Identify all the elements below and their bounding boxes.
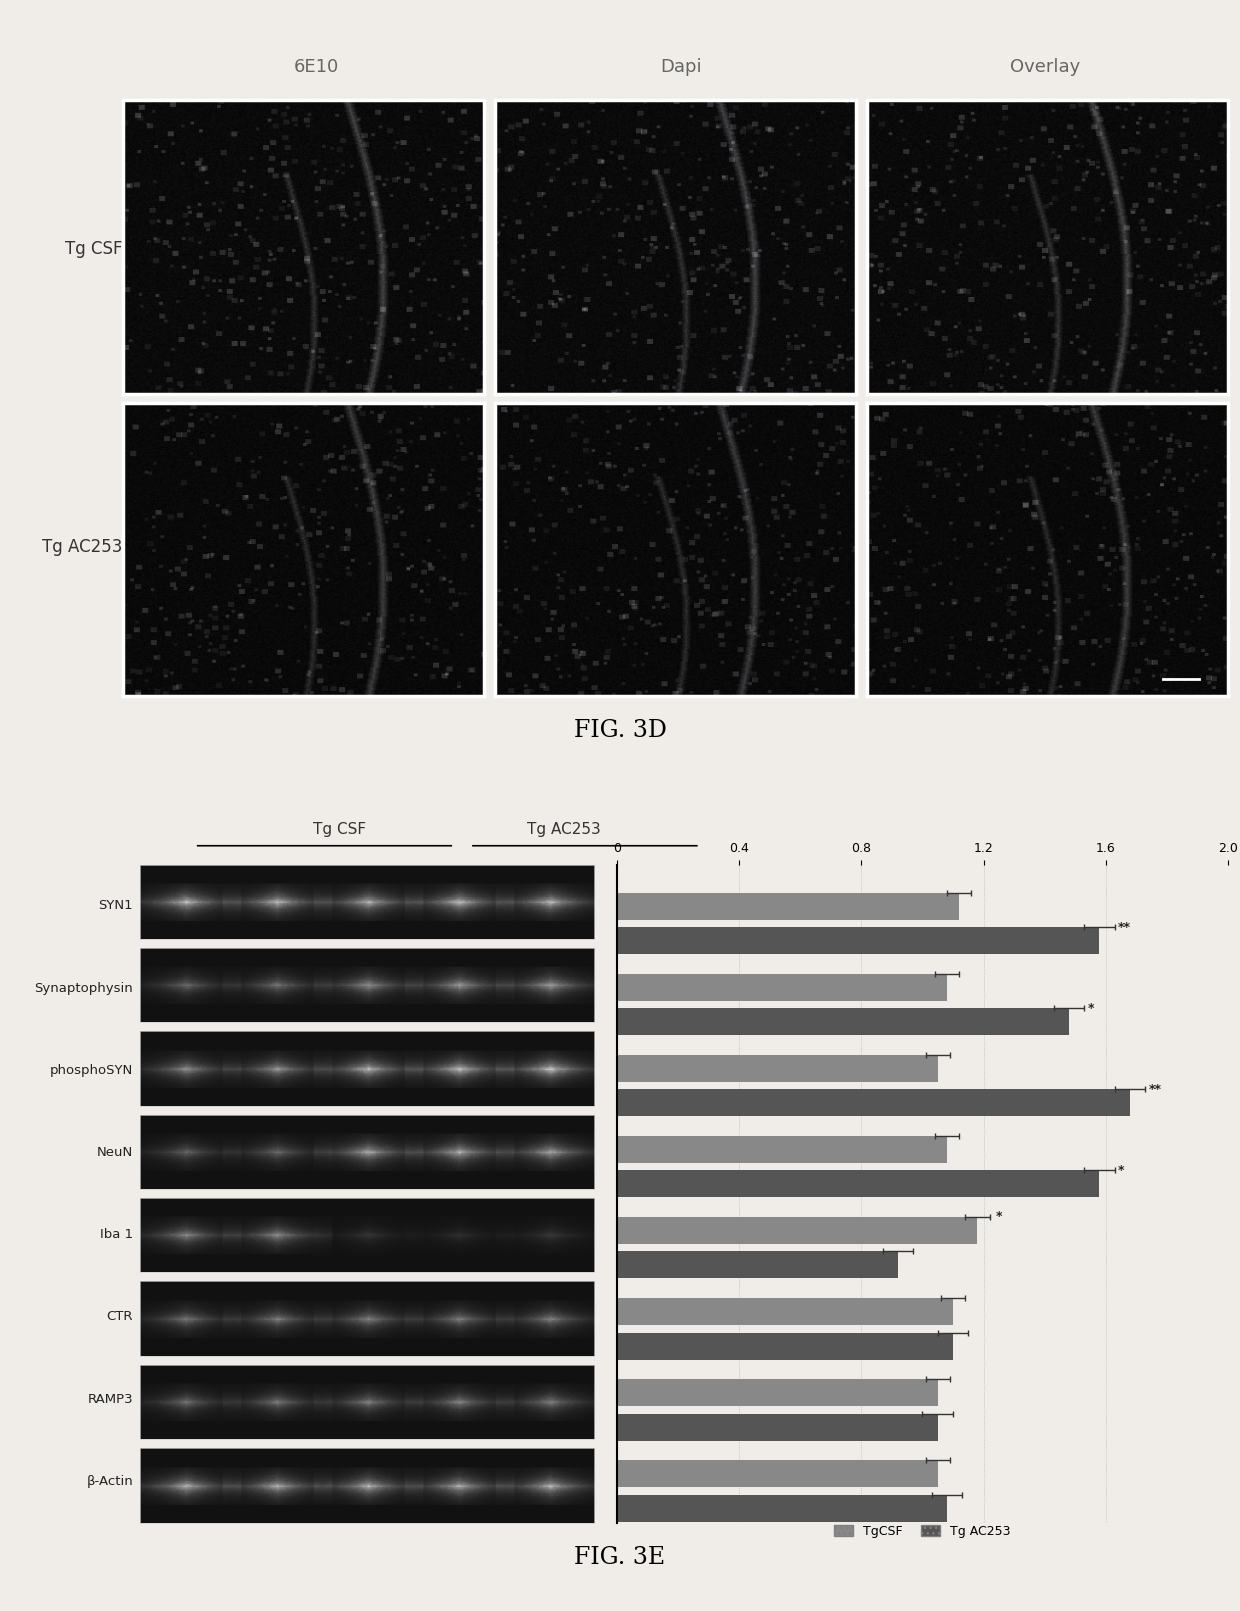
Bar xyxy=(618,973,947,1000)
Text: Tg CSF: Tg CSF xyxy=(66,240,123,258)
Text: FIG. 3D: FIG. 3D xyxy=(574,720,666,743)
Text: RAMP3: RAMP3 xyxy=(88,1392,133,1406)
Bar xyxy=(618,1055,937,1081)
Bar xyxy=(618,1089,1130,1116)
Text: Overlay: Overlay xyxy=(1011,58,1080,76)
Bar xyxy=(618,1332,954,1360)
Text: Iba 1: Iba 1 xyxy=(100,1228,133,1240)
Bar xyxy=(618,1495,947,1521)
Text: SYN1: SYN1 xyxy=(98,899,133,912)
Bar xyxy=(618,1136,947,1163)
Bar xyxy=(618,1171,1100,1197)
Text: Tg AC253: Tg AC253 xyxy=(527,822,601,838)
Bar xyxy=(618,928,1100,954)
Bar xyxy=(618,1008,1069,1036)
Bar xyxy=(618,1252,898,1279)
Text: β-Actin: β-Actin xyxy=(87,1476,133,1489)
Bar xyxy=(618,1413,937,1440)
Text: Tg AC253: Tg AC253 xyxy=(42,538,123,556)
Text: Dapi: Dapi xyxy=(660,58,702,76)
Bar xyxy=(618,892,959,920)
Text: Tg CSF: Tg CSF xyxy=(312,822,366,838)
Text: FIG. 3E: FIG. 3E xyxy=(574,1545,666,1569)
Text: **: ** xyxy=(1117,921,1131,934)
Text: phosphoSYN: phosphoSYN xyxy=(50,1063,133,1076)
Text: 6E10: 6E10 xyxy=(294,58,339,76)
Text: *: * xyxy=(1117,1163,1125,1178)
Text: *: * xyxy=(996,1210,1002,1223)
Bar xyxy=(618,1298,954,1324)
Text: Synaptophysin: Synaptophysin xyxy=(35,981,133,994)
Bar xyxy=(618,1460,937,1487)
Text: CTR: CTR xyxy=(107,1310,133,1324)
Text: NeuN: NeuN xyxy=(97,1145,133,1158)
Text: *: * xyxy=(1087,1002,1094,1015)
Bar xyxy=(618,1216,977,1244)
Bar xyxy=(618,1379,937,1406)
Text: **: ** xyxy=(1148,1083,1162,1095)
Legend: TgCSF, Tg AC253: TgCSF, Tg AC253 xyxy=(830,1519,1016,1543)
